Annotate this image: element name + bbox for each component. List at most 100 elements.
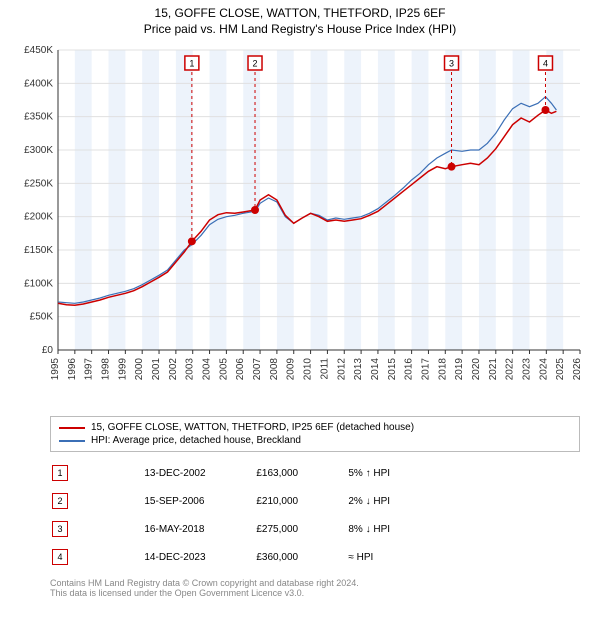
y-tick-label: £200K	[24, 212, 53, 223]
x-tick-label: 1999	[117, 358, 128, 381]
year-band	[243, 50, 260, 350]
year-band	[210, 50, 227, 350]
y-tick-label: £350K	[24, 112, 53, 123]
x-tick-label: 2020	[471, 358, 482, 381]
event-dot	[448, 163, 456, 171]
x-tick-label: 2023	[521, 358, 532, 381]
event-cell-marker: 4	[52, 544, 142, 570]
x-tick-label: 2025	[555, 358, 566, 381]
chart-title-subtitle: Price paid vs. HM Land Registry's House …	[0, 22, 600, 36]
event-cell-date: 13-DEC-2002	[144, 460, 254, 486]
year-band	[109, 50, 126, 350]
x-tick-label: 2004	[202, 358, 213, 381]
x-tick-label: 2011	[319, 358, 330, 380]
legend-label: 15, GOFFE CLOSE, WATTON, THETFORD, IP25 …	[91, 422, 414, 433]
event-cell-marker: 1	[52, 460, 142, 486]
year-band	[445, 50, 462, 350]
event-cell-pct: 5% ↑ HPI	[348, 460, 528, 486]
y-tick-label: £250K	[24, 178, 53, 189]
table-row: 4 14-DEC-2023£360,000≈ HPI	[52, 544, 528, 570]
x-tick-label: 2009	[286, 358, 297, 381]
y-tick-label: £400K	[24, 78, 53, 89]
x-tick-label: 2026	[572, 358, 583, 381]
event-number-badge: 4	[52, 549, 68, 565]
event-cell-date: 14-DEC-2023	[144, 544, 254, 570]
y-tick-label: £150K	[24, 245, 53, 256]
attribution-line-2: This data is licensed under the Open Gov…	[50, 588, 580, 598]
x-tick-label: 2008	[269, 358, 280, 381]
y-tick-label: £450K	[24, 45, 53, 56]
event-number-badge: 1	[52, 465, 68, 481]
x-tick-label: 1996	[67, 358, 78, 381]
chart-title-block: 15, GOFFE CLOSE, WATTON, THETFORD, IP25 …	[0, 0, 600, 40]
event-marker-number: 2	[253, 58, 258, 68]
event-cell-price: £210,000	[256, 488, 346, 514]
x-tick-label: 1998	[101, 358, 112, 381]
event-cell-marker: 2	[52, 488, 142, 514]
x-tick-label: 2010	[303, 358, 314, 381]
table-row: 3 16-MAY-2018£275,0008% ↓ HPI	[52, 516, 528, 542]
x-tick-label: 2017	[420, 358, 431, 381]
legend-swatch	[59, 427, 85, 429]
chart-legend: 15, GOFFE CLOSE, WATTON, THETFORD, IP25 …	[50, 416, 580, 452]
y-tick-label: £300K	[24, 145, 53, 156]
y-tick-label: £50K	[30, 312, 54, 323]
y-tick-label: £100K	[24, 278, 53, 289]
event-number-badge: 2	[52, 493, 68, 509]
event-cell-pct: ≈ HPI	[348, 544, 528, 570]
x-tick-label: 2002	[168, 358, 179, 381]
price-chart: £0 £50K £100K £150K £200K £250K £300K £350K £400…	[10, 40, 590, 410]
year-band	[546, 50, 563, 350]
x-tick-label: 1995	[50, 358, 61, 381]
legend-label: HPI: Average price, detached house, Brec…	[91, 435, 301, 446]
year-band	[513, 50, 530, 350]
x-tick-label: 2016	[404, 358, 415, 381]
event-cell-marker: 3	[52, 516, 142, 542]
chart-title-address: 15, GOFFE CLOSE, WATTON, THETFORD, IP25 …	[0, 6, 600, 20]
event-marker-number: 1	[189, 58, 194, 68]
x-tick-label: 2003	[185, 358, 196, 381]
year-band	[412, 50, 429, 350]
attribution-line-1: Contains HM Land Registry data © Crown c…	[50, 578, 580, 588]
x-tick-label: 2015	[387, 358, 398, 381]
event-marker-number: 3	[449, 58, 454, 68]
year-band	[142, 50, 159, 350]
legend-swatch	[59, 440, 85, 442]
event-cell-price: £163,000	[256, 460, 346, 486]
year-band	[277, 50, 294, 350]
x-tick-label: 1997	[84, 358, 95, 381]
event-number-badge: 3	[52, 521, 68, 537]
year-band	[311, 50, 328, 350]
x-tick-label: 2012	[336, 358, 347, 381]
x-tick-label: 2013	[353, 358, 364, 381]
y-tick-label: £0	[42, 345, 54, 356]
legend-row: HPI: Average price, detached house, Brec…	[59, 434, 571, 447]
event-cell-pct: 2% ↓ HPI	[348, 488, 528, 514]
event-cell-price: £360,000	[256, 544, 346, 570]
chart-svg: £0 £50K £100K £150K £200K £250K £300K £350K £400…	[10, 40, 590, 410]
x-tick-label: 2005	[218, 358, 229, 381]
x-tick-label: 2024	[538, 358, 549, 381]
x-tick-label: 2001	[151, 358, 162, 381]
event-cell-date: 15-SEP-2006	[144, 488, 254, 514]
x-tick-label: 2014	[370, 358, 381, 381]
table-row: 1 13-DEC-2002£163,0005% ↑ HPI	[52, 460, 528, 486]
year-band	[176, 50, 193, 350]
x-tick-label: 2022	[505, 358, 516, 381]
events-table: 1 13-DEC-2002£163,0005% ↑ HPI 2 15-SEP-2006…	[50, 458, 530, 572]
x-tick-label: 2019	[454, 358, 465, 381]
attribution-text: Contains HM Land Registry data © Crown c…	[50, 578, 580, 598]
event-cell-price: £275,000	[256, 516, 346, 542]
table-row: 2 15-SEP-2006£210,0002% ↓ HPI	[52, 488, 528, 514]
x-tick-label: 2000	[134, 358, 145, 381]
x-tick-label: 2018	[437, 358, 448, 381]
event-dot	[188, 237, 196, 245]
event-cell-pct: 8% ↓ HPI	[348, 516, 528, 542]
year-band	[479, 50, 496, 350]
x-tick-label: 2007	[252, 358, 263, 381]
year-band	[344, 50, 361, 350]
event-dot	[541, 106, 549, 114]
event-marker-number: 4	[543, 58, 548, 68]
legend-row: 15, GOFFE CLOSE, WATTON, THETFORD, IP25 …	[59, 421, 571, 434]
event-cell-date: 16-MAY-2018	[144, 516, 254, 542]
